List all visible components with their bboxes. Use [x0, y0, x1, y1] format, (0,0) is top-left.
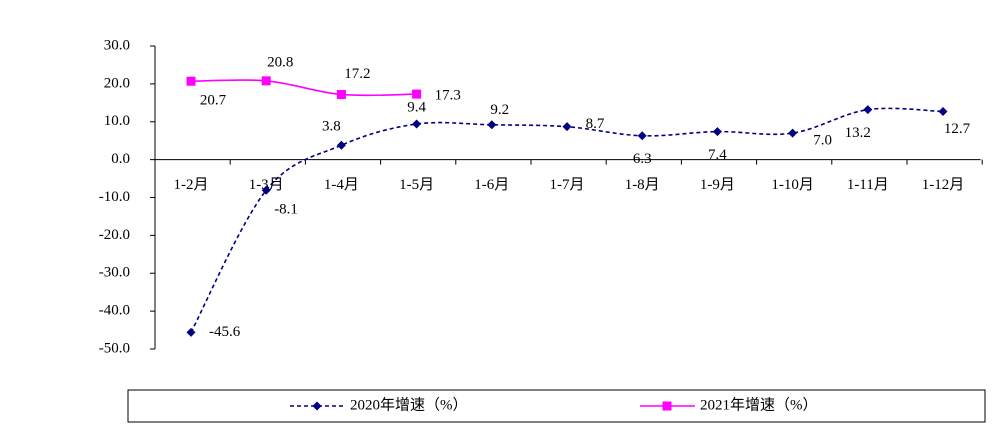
data-point [863, 105, 873, 115]
data-label: 20.7 [200, 93, 227, 109]
data-point [412, 89, 422, 99]
data-label: 13.2 [845, 125, 871, 141]
x-tick-label: 1-6月 [474, 177, 509, 193]
x-tick-label: 1-3月 [249, 177, 284, 193]
x-tick-label: 1-2月 [174, 177, 209, 193]
data-point [261, 76, 271, 86]
data-point [336, 89, 346, 99]
data-label: 6.3 [633, 151, 652, 167]
data-label: 20.8 [267, 54, 293, 70]
data-label: 3.8 [322, 119, 341, 135]
data-label: 12.7 [944, 121, 971, 137]
y-tick-label: -10.0 [99, 189, 130, 205]
legend-marker [312, 401, 322, 411]
data-point [412, 119, 422, 129]
data-point [938, 107, 948, 117]
data-point [261, 185, 271, 195]
legend-marker [662, 401, 672, 411]
data-label: 9.2 [490, 102, 509, 118]
legend-box [127, 389, 986, 423]
data-point [712, 127, 722, 137]
y-tick-label: 30.0 [104, 37, 130, 53]
series-line [190, 79, 417, 97]
x-tick-label: 1-11月 [847, 177, 889, 193]
data-label: 7.0 [813, 133, 832, 149]
x-tick-label: 1-10月 [771, 177, 814, 193]
y-tick-label: 10.0 [104, 113, 130, 129]
legend-label: 2020年增速（%） [350, 396, 468, 413]
data-label: 17.2 [344, 66, 370, 82]
y-tick-label: -50.0 [99, 340, 130, 356]
data-label: 17.3 [435, 88, 461, 104]
y-tick-label: 0.0 [111, 151, 130, 167]
x-tick-label: 1-8月 [625, 177, 660, 193]
x-tick-label: 1-7月 [550, 177, 585, 193]
data-point [186, 327, 196, 337]
y-tick-label: -20.0 [99, 227, 130, 243]
x-tick-label: 1-12月 [922, 177, 965, 193]
y-tick-label: -40.0 [99, 303, 130, 319]
data-label: -8.1 [274, 202, 298, 218]
data-point [487, 120, 497, 130]
series-line [190, 107, 944, 333]
legend-label: 2021年增速（%） [700, 396, 818, 413]
data-label: 8.7 [586, 116, 605, 132]
data-label: 9.4 [407, 99, 426, 115]
data-label: -45.6 [209, 324, 241, 340]
data-point [336, 140, 346, 150]
y-tick-label: 20.0 [104, 75, 130, 91]
x-tick-label: 1-9月 [700, 177, 735, 193]
y-tick-label: -30.0 [99, 265, 130, 281]
data-point [637, 131, 647, 141]
data-point [186, 76, 196, 86]
data-label: 7.4 [708, 147, 727, 163]
data-point [562, 122, 572, 132]
x-tick-label: 1-5月 [399, 177, 434, 193]
data-point [788, 128, 798, 138]
x-tick-label: 1-4月 [324, 177, 359, 193]
